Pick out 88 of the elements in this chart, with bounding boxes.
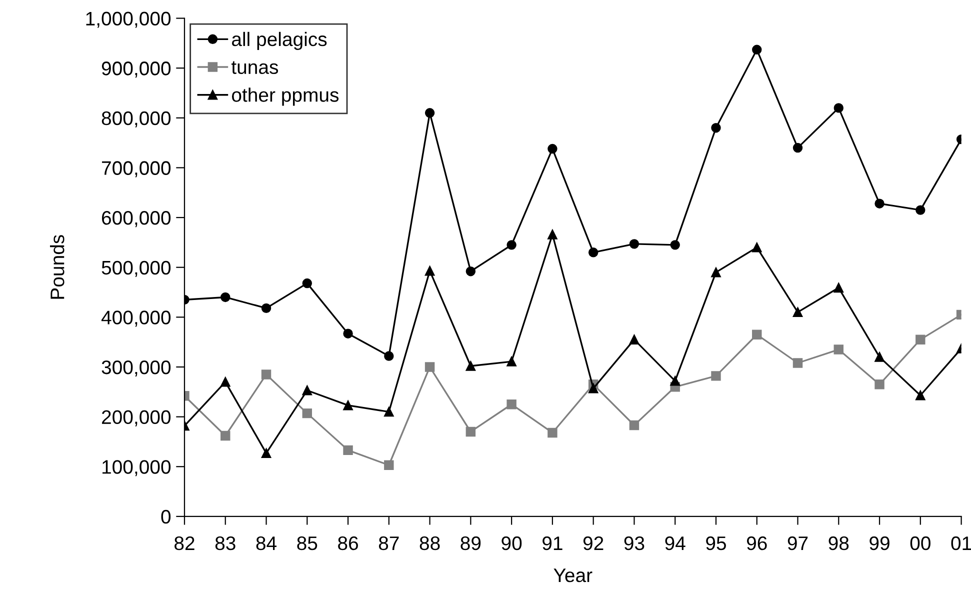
point [874, 380, 884, 390]
y-tick-label: 1,000,000 [86, 12, 171, 28]
point [466, 361, 476, 371]
x-tick-label: 82 [174, 536, 194, 550]
x-tick-label: 93 [624, 536, 644, 550]
point [629, 334, 640, 344]
point [384, 351, 394, 361]
point [752, 44, 762, 55]
x-tick-label: 91 [542, 536, 562, 550]
x-tick-label: 86 [338, 536, 358, 550]
point [834, 103, 844, 113]
point [752, 242, 762, 252]
y-tick-label: 300,000 [102, 360, 171, 377]
x-tick-label: 97 [788, 536, 808, 550]
point [834, 282, 844, 293]
point [506, 240, 516, 250]
x-tick-label: 00 [910, 536, 930, 550]
point [424, 362, 435, 372]
point [424, 108, 435, 118]
x-tick-label: 84 [256, 536, 277, 550]
point [506, 356, 516, 366]
y-axis-title: Pounds [50, 235, 64, 299]
point [261, 303, 272, 314]
point [302, 386, 312, 396]
x-tick-label: 90 [502, 536, 522, 550]
point [588, 384, 598, 394]
point [629, 420, 640, 430]
point [711, 267, 721, 278]
point [874, 198, 884, 208]
point [343, 328, 353, 338]
point [384, 460, 394, 470]
point [343, 445, 353, 456]
point [466, 266, 476, 276]
point [548, 428, 558, 438]
point [916, 390, 926, 400]
point [548, 144, 558, 154]
point [261, 448, 272, 458]
point [670, 376, 680, 386]
point [670, 240, 680, 250]
point [916, 334, 926, 344]
point [261, 370, 272, 380]
point [711, 123, 721, 133]
point [506, 399, 516, 410]
point [220, 377, 230, 387]
x-tick-label: 85 [297, 536, 318, 550]
y-tick-label: 200,000 [102, 410, 171, 426]
point [466, 426, 476, 437]
x-tick-label: 87 [378, 536, 399, 550]
point [220, 430, 230, 441]
y-tick-label: 0 [161, 510, 171, 524]
point [384, 406, 394, 417]
point [588, 248, 598, 258]
point [874, 352, 884, 362]
point [629, 239, 640, 249]
legend-label: tunas [231, 61, 278, 74]
legend-label: other ppmus [232, 88, 339, 106]
point [424, 266, 435, 276]
point [916, 205, 926, 215]
point [220, 292, 230, 302]
x-tick-label: 95 [706, 536, 726, 550]
x-tick-label: 92 [583, 536, 604, 550]
x-tick-label: 89 [460, 536, 481, 550]
x-tick-label: 96 [746, 536, 767, 550]
x-tick-label: 94 [665, 536, 686, 550]
x-tick-label: 98 [828, 536, 849, 550]
y-tick-label: 500,000 [102, 260, 171, 277]
point [834, 344, 844, 354]
point [792, 142, 803, 153]
x-tick-label: 99 [870, 536, 890, 550]
x-tick-label: 01 [951, 536, 971, 550]
y-tick-label: 900,000 [102, 62, 171, 78]
y-tick-label: 100,000 [102, 460, 171, 476]
point [302, 408, 312, 418]
point [343, 400, 353, 410]
point [792, 358, 803, 368]
point [548, 230, 558, 240]
point [711, 371, 721, 381]
point [752, 330, 762, 340]
legend-label: all pelagics [232, 32, 327, 50]
x-axis-title: Year [554, 568, 592, 582]
x-tick-label: 88 [420, 536, 440, 550]
point [302, 278, 312, 288]
y-tick-label: 400,000 [101, 310, 171, 327]
point [792, 307, 803, 318]
y-tick-label: 800,000 [102, 111, 171, 128]
y-tick-label: 600,000 [102, 211, 171, 228]
x-tick-label: 83 [215, 536, 236, 550]
y-tick-label: 700,000 [102, 161, 171, 178]
